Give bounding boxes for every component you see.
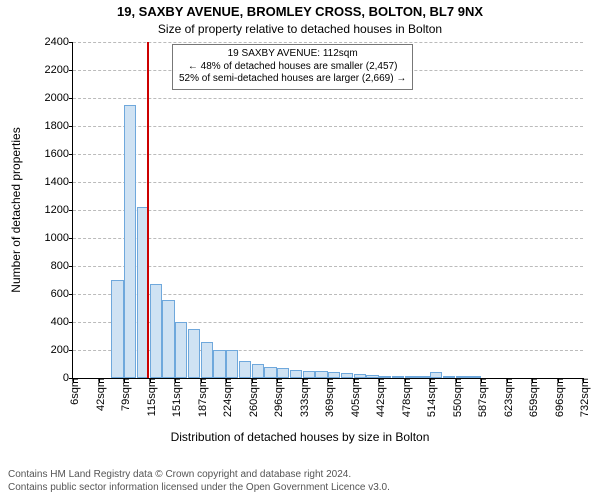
histogram-bar [315,371,327,378]
annotation-line-2: ← 48% of detached houses are smaller (2,… [179,61,406,74]
y-tick-label: 2000 [45,92,73,104]
x-tick-label: 224sqm [218,378,234,417]
x-tick-label: 550sqm [448,378,464,417]
y-tick-label: 1800 [45,120,73,132]
y-axis-label: Number of detached properties [9,127,23,292]
property-marker-line [147,42,149,378]
histogram-bar [392,376,404,378]
footer-line-2: Contains public sector information licen… [8,482,390,495]
chart-container: 19, SAXBY AVENUE, BROMLEY CROSS, BOLTON,… [0,0,600,500]
y-tick-label: 1400 [45,176,73,188]
gridline [73,266,583,267]
chart-subtitle: Size of property relative to detached ho… [0,22,600,36]
x-axis-label: Distribution of detached houses by size … [0,430,600,444]
histogram-bar [162,300,174,378]
x-tick-label: 405sqm [346,378,362,417]
histogram-bar [188,329,200,378]
histogram-bar [430,372,442,378]
histogram-bar [252,364,264,378]
histogram-bar [417,376,429,378]
histogram-bar [443,376,455,378]
y-tick-label: 800 [51,260,73,272]
histogram-bar [303,371,315,378]
y-tick-label: 1600 [45,148,73,160]
x-tick-label: 42sqm [91,378,107,411]
histogram-bar [290,370,302,378]
x-tick-label: 296sqm [269,378,285,417]
y-tick-label: 2200 [45,64,73,76]
histogram-bar [341,373,353,378]
x-tick-label: 442sqm [371,378,387,417]
histogram-bar [111,280,123,378]
annotation-line-1: 19 SAXBY AVENUE: 112sqm [179,48,406,61]
histogram-bar [239,361,251,378]
footer-line-1: Contains HM Land Registry data © Crown c… [8,469,390,482]
chart-title: 19, SAXBY AVENUE, BROMLEY CROSS, BOLTON,… [0,4,600,19]
y-tick-label: 400 [51,316,73,328]
histogram-bar [366,375,378,379]
x-tick-label: 659sqm [524,378,540,417]
y-tick-label: 1000 [45,232,73,244]
footer-attribution: Contains HM Land Registry data © Crown c… [8,469,390,494]
histogram-bar [175,322,187,378]
gridline [73,126,583,127]
x-tick-label: 478sqm [397,378,413,417]
x-tick-label: 260sqm [244,378,260,417]
plot-area: 0200400600800100012001400160018002000220… [72,42,583,379]
gridline [73,238,583,239]
x-tick-label: 6sqm [65,378,81,405]
histogram-bar [124,105,136,378]
gridline [73,182,583,183]
gridline [73,210,583,211]
x-tick-label: 115sqm [142,378,158,416]
y-tick-label: 600 [51,288,73,300]
x-tick-label: 732sqm [575,378,591,417]
x-tick-label: 514sqm [422,378,438,417]
x-tick-label: 369sqm [320,378,336,417]
gridline [73,154,583,155]
histogram-bar [405,376,417,378]
x-tick-label: 333sqm [295,378,311,417]
x-tick-label: 79sqm [116,378,132,411]
x-tick-label: 587sqm [473,378,489,417]
y-tick-label: 1200 [45,204,73,216]
x-tick-label: 187sqm [193,378,209,417]
x-tick-label: 151sqm [167,378,183,417]
histogram-bar [328,372,340,378]
y-tick-label: 2400 [45,36,73,48]
x-tick-label: 696sqm [550,378,566,417]
histogram-bar [456,376,468,378]
gridline [73,98,583,99]
y-tick-label: 200 [51,344,73,356]
histogram-bar [277,368,289,378]
histogram-bar [226,350,238,378]
histogram-bar [468,376,480,378]
x-tick-label: 623sqm [499,378,515,417]
annotation-line-3: 52% of semi-detached houses are larger (… [179,73,406,86]
histogram-bar [201,342,213,378]
gridline [73,42,583,43]
annotation-box: 19 SAXBY AVENUE: 112sqm← 48% of detached… [172,44,413,90]
histogram-bar [150,284,162,378]
histogram-bar [264,367,276,378]
histogram-bar [379,376,391,378]
histogram-bar [354,374,366,378]
histogram-bar [213,350,225,378]
